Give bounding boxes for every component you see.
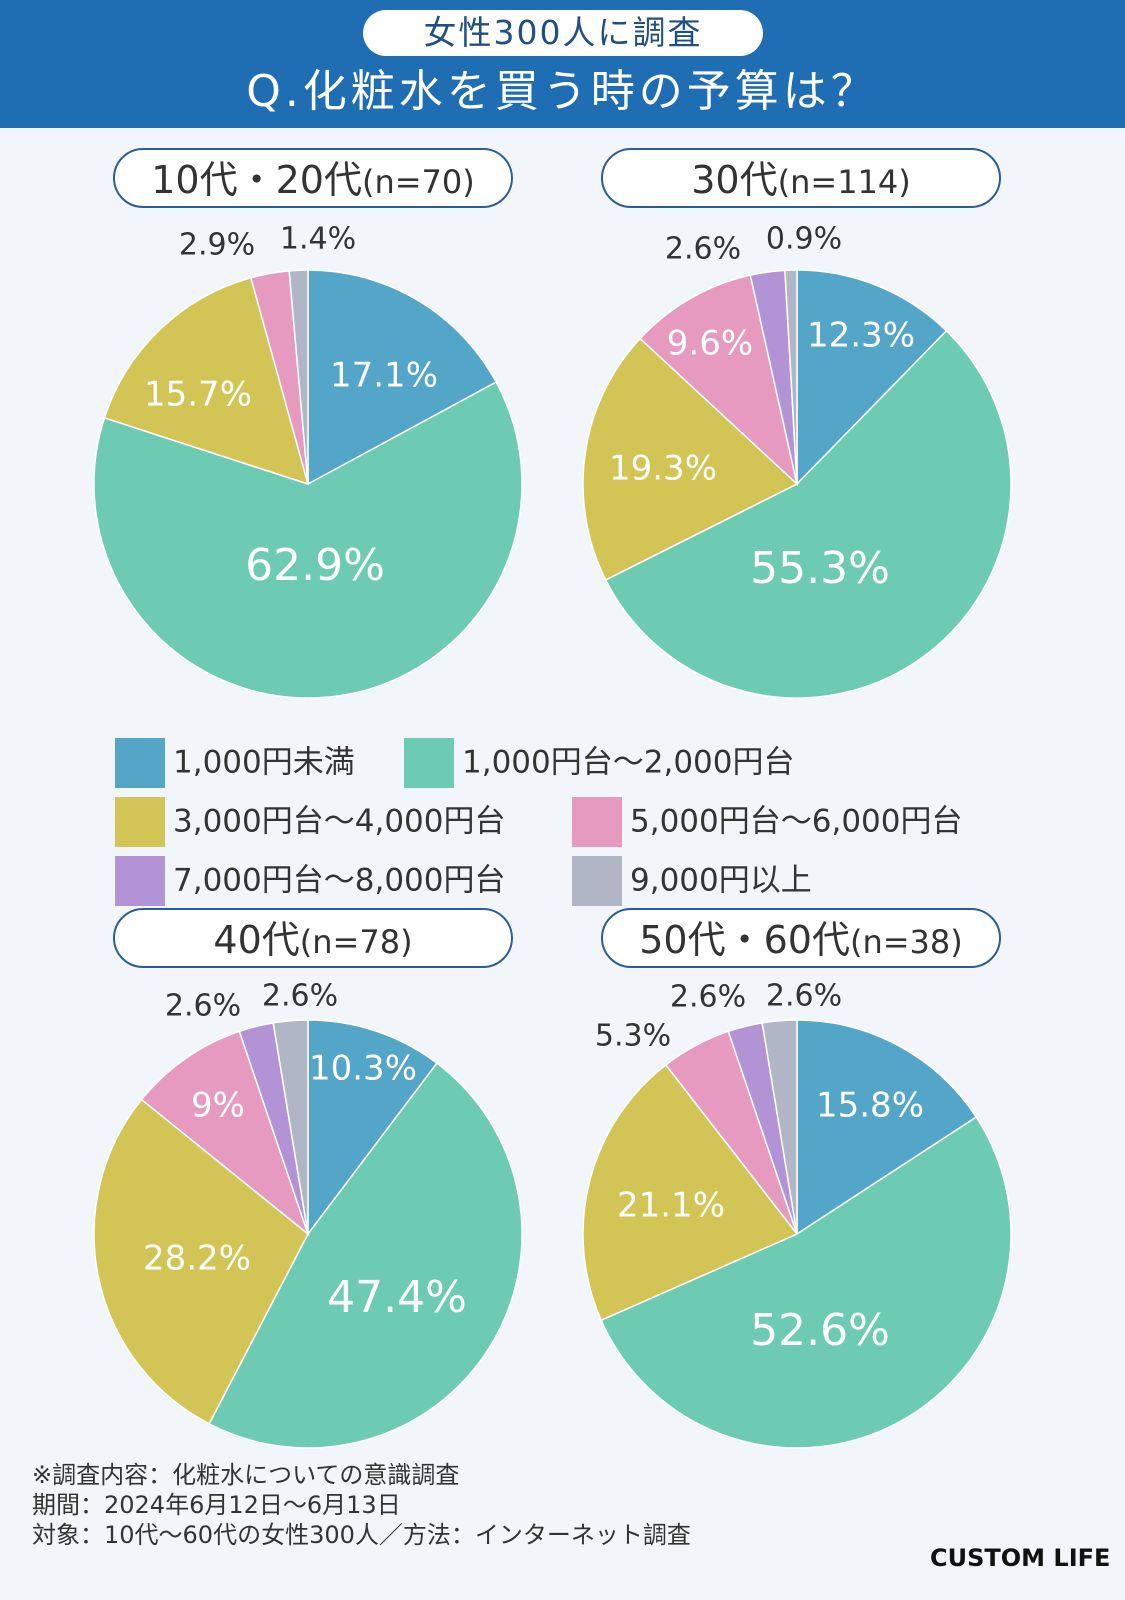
pie-data-label: 9.6% [667, 324, 753, 364]
pie-slice [93, 381, 523, 699]
pie-slice [604, 329, 1012, 699]
legend-swatch [404, 737, 454, 788]
pie-title-2-label: 30代 [691, 158, 778, 202]
pie-data-label: 2.9% [179, 228, 255, 263]
pie-data-label: 10.3% [309, 1049, 417, 1089]
legend-label: 9,000円以上 [630, 862, 812, 899]
legend-swatch [572, 796, 622, 847]
pie-slice [103, 276, 310, 486]
footnote-target-method: 対象：10代～60代の女性300人／方法：インターネット調査 [32, 1521, 691, 1549]
pie-data-label: 15.7% [144, 375, 252, 415]
legend-label: 1,000円未満 [173, 744, 355, 781]
pie-data-label: 62.9% [245, 540, 385, 591]
pie-data-label: 2.6% [262, 979, 338, 1014]
pie-slice [796, 1019, 978, 1236]
pie-data-label: 1.4% [280, 222, 356, 257]
pie-data-label: 47.4% [327, 1272, 467, 1323]
pie-data-label: 2.6% [665, 232, 741, 267]
pie-title-4-n: (n=38) [849, 923, 963, 961]
legend-item-7000-8000: 7,000円台～8,000円台 [115, 853, 506, 906]
pie-data-label: 2.6% [766, 979, 842, 1014]
pie-data-label: 28.2% [143, 1239, 251, 1279]
pie-slice [761, 1019, 798, 1235]
pie-data-label: 12.3% [807, 316, 915, 356]
pie-slice [582, 337, 799, 581]
pie-slice [582, 1063, 799, 1322]
pie-slice [307, 1019, 438, 1237]
footnote: ※調査内容：化粧水についての意識調査 期間：2024年6月12日～6月13日 対… [32, 1460, 892, 1550]
pie-title-1: 10代・20代(n=70) [113, 148, 513, 208]
pie-slice [796, 269, 948, 486]
pie-slice [288, 269, 309, 485]
pie-slice [140, 1030, 310, 1237]
survey-badge: 女性300人に調査 [363, 10, 763, 56]
pie-title-4-label: 50代・60代 [639, 918, 850, 962]
pie-title-2-n: (n=114) [777, 163, 911, 201]
pie-data-label: 9% [191, 1086, 245, 1126]
legend-item-3000-4000: 3,000円台～4,000円台 [115, 794, 506, 847]
pie-slice [600, 1116, 1012, 1449]
pie-title-1-label: 10代・20代 [151, 158, 362, 202]
legend-item-5000-6000: 5,000円台～6,000円台 [572, 794, 963, 847]
legend-label: 7,000円台～8,000円台 [173, 862, 506, 899]
pie-data-label: 15.8% [816, 1086, 924, 1126]
pie-data-label: 17.1% [330, 356, 438, 396]
legend-swatch [115, 737, 165, 788]
pie-data-label: 52.6% [750, 1305, 890, 1356]
page-title: Q.化粧水を買う時の予算は？ [246, 66, 879, 117]
footnote-period: 期間：2024年6月12日～6月13日 [32, 1491, 401, 1519]
pie-data-label: 0.9% [766, 222, 842, 257]
legend-swatch [115, 855, 165, 906]
legend-swatch [572, 855, 622, 906]
pie-slice [272, 1019, 309, 1235]
pie-data-label: 21.1% [617, 1186, 725, 1226]
pie-title-4: 50代・60代(n=38) [601, 908, 1001, 968]
footnote-survey-content: ※調査内容：化粧水についての意識調査 [32, 1461, 460, 1489]
pie-title-2: 30代(n=114) [601, 148, 1001, 208]
pie-title-3-n: (n=78) [299, 923, 413, 961]
pie-slice [307, 269, 498, 486]
legend-item-1000-2000: 1,000円台～2,000円台 [404, 735, 795, 788]
pie-data-label: 55.3% [750, 543, 890, 594]
pie-title-1-n: (n=70) [361, 163, 475, 201]
legend-swatch [115, 796, 165, 847]
legend-item-under-1000: 1,000円未満 [115, 735, 355, 788]
pie-data-label: 2.6% [165, 989, 241, 1024]
legend-label: 5,000円台～6,000円台 [630, 803, 963, 840]
pie-data-label: 5.3% [595, 1019, 671, 1054]
legend-label: 1,000円台～2,000円台 [462, 744, 795, 781]
pie-slice [208, 1062, 523, 1449]
pie-slice [639, 274, 799, 487]
pie-data-label: 2.6% [670, 980, 746, 1015]
brand-logo: CUSTOM LIFE [930, 1544, 1111, 1572]
legend-label: 3,000円台～4,000円台 [173, 803, 506, 840]
pie-title-3-label: 40代 [213, 918, 300, 962]
legend-item-9000-plus: 9,000円以上 [572, 853, 812, 906]
pie-data-label: 19.3% [609, 449, 717, 489]
header-banner: 女性300人に調査 Q.化粧水を買う時の予算は？ [0, 0, 1125, 128]
pie-slice [93, 1098, 309, 1425]
pie-title-3: 40代(n=78) [113, 908, 513, 968]
pie-slice [784, 269, 798, 485]
